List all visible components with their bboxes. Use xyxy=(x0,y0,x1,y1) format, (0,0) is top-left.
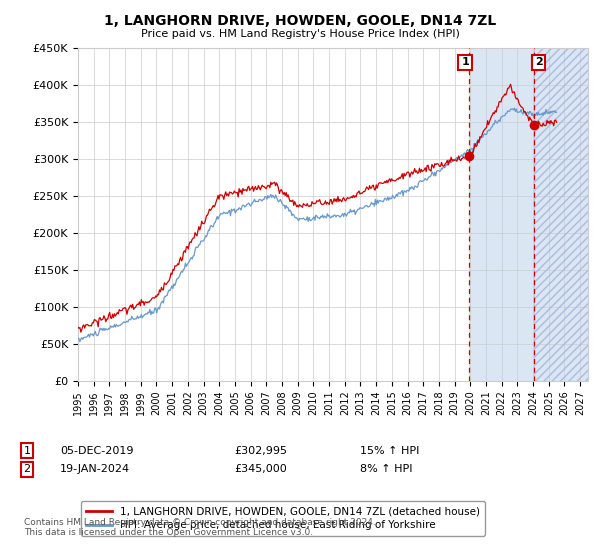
Text: £345,000: £345,000 xyxy=(234,464,287,474)
Bar xyxy=(534,48,588,381)
Text: 1: 1 xyxy=(23,446,31,456)
Text: 8% ↑ HPI: 8% ↑ HPI xyxy=(360,464,413,474)
Text: Price paid vs. HM Land Registry's House Price Index (HPI): Price paid vs. HM Land Registry's House … xyxy=(140,29,460,39)
Text: 19-JAN-2024: 19-JAN-2024 xyxy=(60,464,130,474)
Text: 15% ↑ HPI: 15% ↑ HPI xyxy=(360,446,419,456)
Text: 1: 1 xyxy=(461,58,469,67)
Text: 05-DEC-2019: 05-DEC-2019 xyxy=(60,446,133,456)
Bar xyxy=(469,48,534,381)
Text: 1, LANGHORN DRIVE, HOWDEN, GOOLE, DN14 7ZL: 1, LANGHORN DRIVE, HOWDEN, GOOLE, DN14 7… xyxy=(104,14,496,28)
Bar xyxy=(534,48,588,381)
Text: 2: 2 xyxy=(535,58,542,67)
Legend: 1, LANGHORN DRIVE, HOWDEN, GOOLE, DN14 7ZL (detached house), HPI: Average price,: 1, LANGHORN DRIVE, HOWDEN, GOOLE, DN14 7… xyxy=(80,501,485,535)
Text: Contains HM Land Registry data © Crown copyright and database right 2024.
This d: Contains HM Land Registry data © Crown c… xyxy=(24,518,376,538)
Text: 2: 2 xyxy=(23,464,31,474)
Text: £302,995: £302,995 xyxy=(234,446,287,456)
